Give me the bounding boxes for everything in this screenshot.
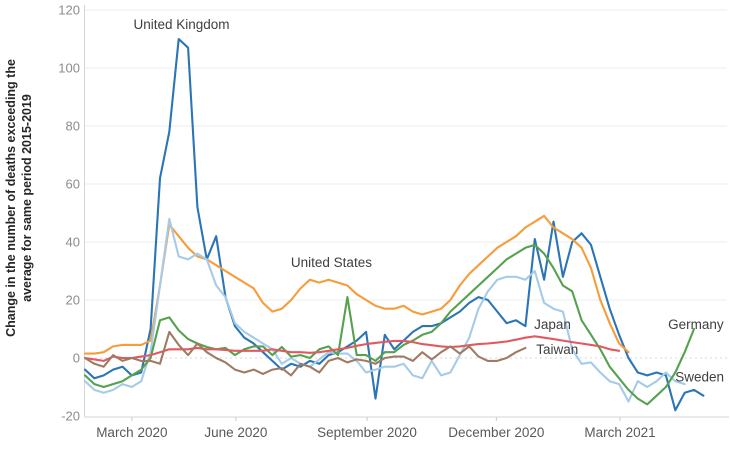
line-united-states (83, 214, 630, 355)
line-taiwan (83, 330, 527, 377)
x-tick-label-december-2020: December 2020 (448, 425, 544, 440)
y-tick-label--20: -20 (61, 409, 80, 424)
y-tick-label-120: 120 (58, 3, 80, 18)
x-tick-label-march-2020: March 2020 (96, 425, 167, 440)
x-tick-label-september-2020: September 2020 (317, 425, 417, 440)
y-axis-title-line-1: Change in the number of deaths exceeding… (4, 59, 18, 337)
label-sweden: Sweden (675, 369, 724, 384)
y-axis-title: Change in the number of deaths exceeding… (4, 59, 34, 337)
x-tick-label-march-2021: March 2021 (584, 425, 655, 440)
y-tick-label-20: 20 (66, 293, 80, 308)
label-united-kingdom: United Kingdom (133, 17, 229, 32)
line-sweden (83, 217, 686, 403)
axes (84, 5, 729, 421)
label-japan: Japan (534, 317, 571, 332)
line-japan (83, 335, 621, 362)
x-tick-label-june-2020: June 2020 (204, 425, 267, 440)
y-tick-label-100: 100 (58, 61, 80, 76)
gridlines (85, 9, 727, 359)
series-lines (83, 37, 705, 412)
series-inline-labels: United Kingdom United States Sweden Germany… (133, 17, 724, 384)
y-tick-label-0: 0 (73, 351, 80, 366)
y-axis-title-line-2: average for same period 2015-2019 (20, 94, 34, 302)
y-tick-label-60: 60 (66, 177, 80, 192)
y-tick-label-80: 80 (66, 119, 80, 134)
label-united-states: United States (291, 255, 372, 270)
axis-tick-labels: -20 0 20 40 60 80 100 120 March 2020 June 2020 Sep… (58, 3, 655, 441)
label-taiwan: Taiwan (536, 342, 578, 357)
label-germany: Germany (668, 317, 724, 332)
line-germany (83, 243, 696, 406)
y-tick-label-40: 40 (66, 235, 80, 250)
line-united-kingdom (83, 37, 705, 412)
